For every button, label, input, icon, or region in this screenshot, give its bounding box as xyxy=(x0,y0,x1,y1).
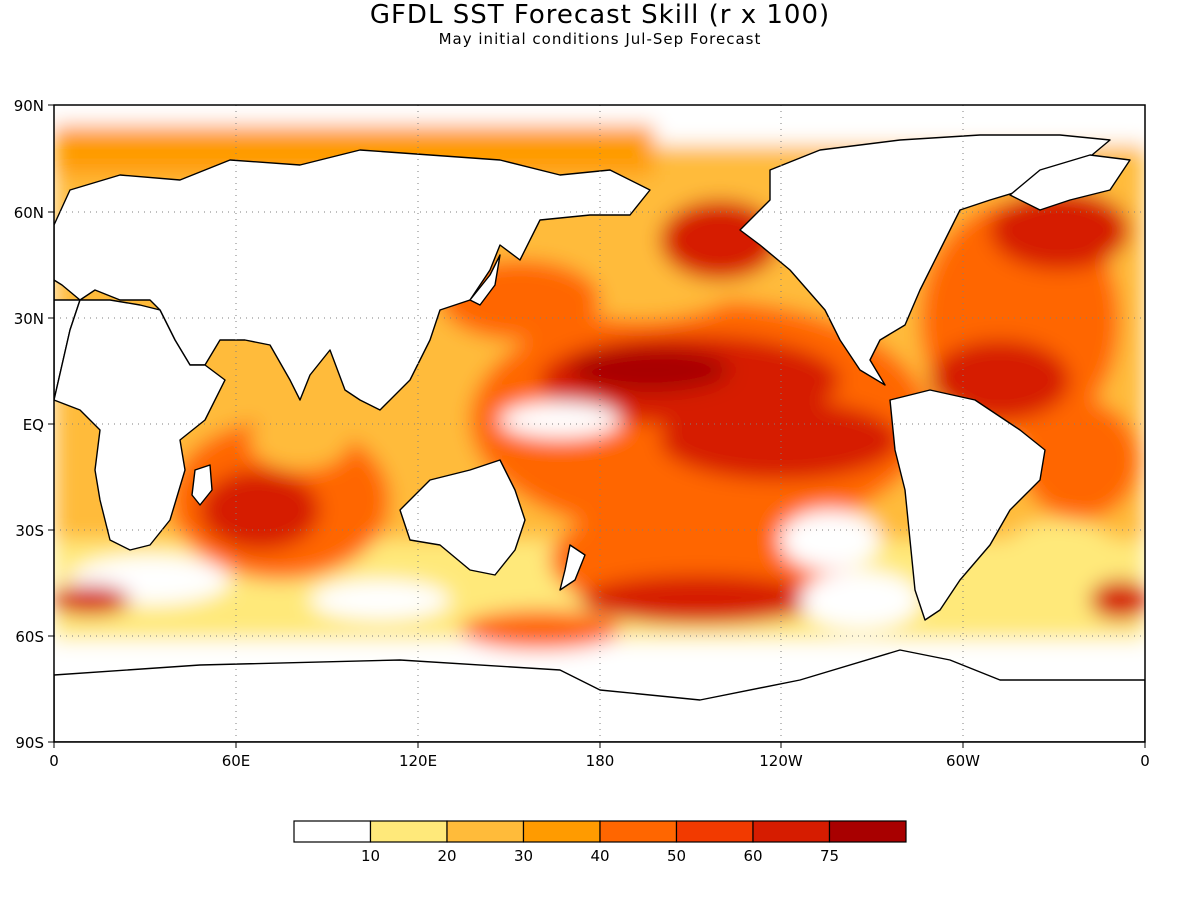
legend-swatch xyxy=(293,820,372,843)
greenland-land xyxy=(1009,154,1131,211)
lat-label-30n: 30N xyxy=(14,310,44,328)
legend-swatch xyxy=(522,820,601,843)
legend-label: 30 xyxy=(514,847,533,865)
legend-swatch xyxy=(828,820,907,843)
lon-label-60e: 60E xyxy=(222,752,251,770)
lon-label-180: 180 xyxy=(586,752,615,770)
legend-label: 60 xyxy=(743,847,762,865)
lon-label-120e: 120E xyxy=(399,752,437,770)
legend-swatch xyxy=(675,820,754,843)
longitude-labels: 0 60E 120E 180 120W 60W 0 xyxy=(49,752,1150,770)
legend-swatch xyxy=(599,820,678,843)
lat-label-60n: 60N xyxy=(14,204,44,222)
legend-swatch xyxy=(446,820,525,843)
new-zealand-land xyxy=(559,544,586,591)
axis-ticks xyxy=(48,104,1146,748)
lon-label-0-right: 0 xyxy=(1140,752,1150,770)
legend-label: 75 xyxy=(820,847,839,865)
south-america-land xyxy=(889,389,1046,621)
legend-label: 20 xyxy=(437,847,456,865)
legend-swatch xyxy=(752,820,831,843)
map-title: GFDL SST Forecast Skill (r x 100) xyxy=(369,0,831,30)
lat-label-60s: 60S xyxy=(15,628,44,646)
madagascar-land xyxy=(191,464,213,506)
color-legend: 10 20 30 40 50 60 75 xyxy=(293,820,907,865)
legend-swatch xyxy=(369,820,448,843)
lat-label-30s: 30S xyxy=(15,522,44,540)
lat-label-90s: 90S xyxy=(15,734,44,752)
lon-label-60w: 60W xyxy=(946,752,980,770)
legend-label: 50 xyxy=(667,847,686,865)
latitude-labels: 90N 60N 30N EQ 30S 60S 90S xyxy=(14,97,44,752)
lon-label-120w: 120W xyxy=(759,752,803,770)
australia-land xyxy=(399,459,526,576)
lat-label-90n: 90N xyxy=(14,97,44,115)
graticule xyxy=(54,105,1145,742)
africa-land xyxy=(54,299,226,551)
japan-land xyxy=(469,254,501,306)
map-subtitle: May initial conditions Jul-Sep Forecast xyxy=(438,30,762,48)
lat-label-eq: EQ xyxy=(23,416,44,434)
legend-label: 40 xyxy=(590,847,609,865)
lon-label-0-left: 0 xyxy=(49,752,59,770)
land-masses xyxy=(54,134,1145,742)
north-america-land xyxy=(739,134,1111,386)
antarctica-land xyxy=(54,649,1145,742)
legend-label: 10 xyxy=(361,847,380,865)
